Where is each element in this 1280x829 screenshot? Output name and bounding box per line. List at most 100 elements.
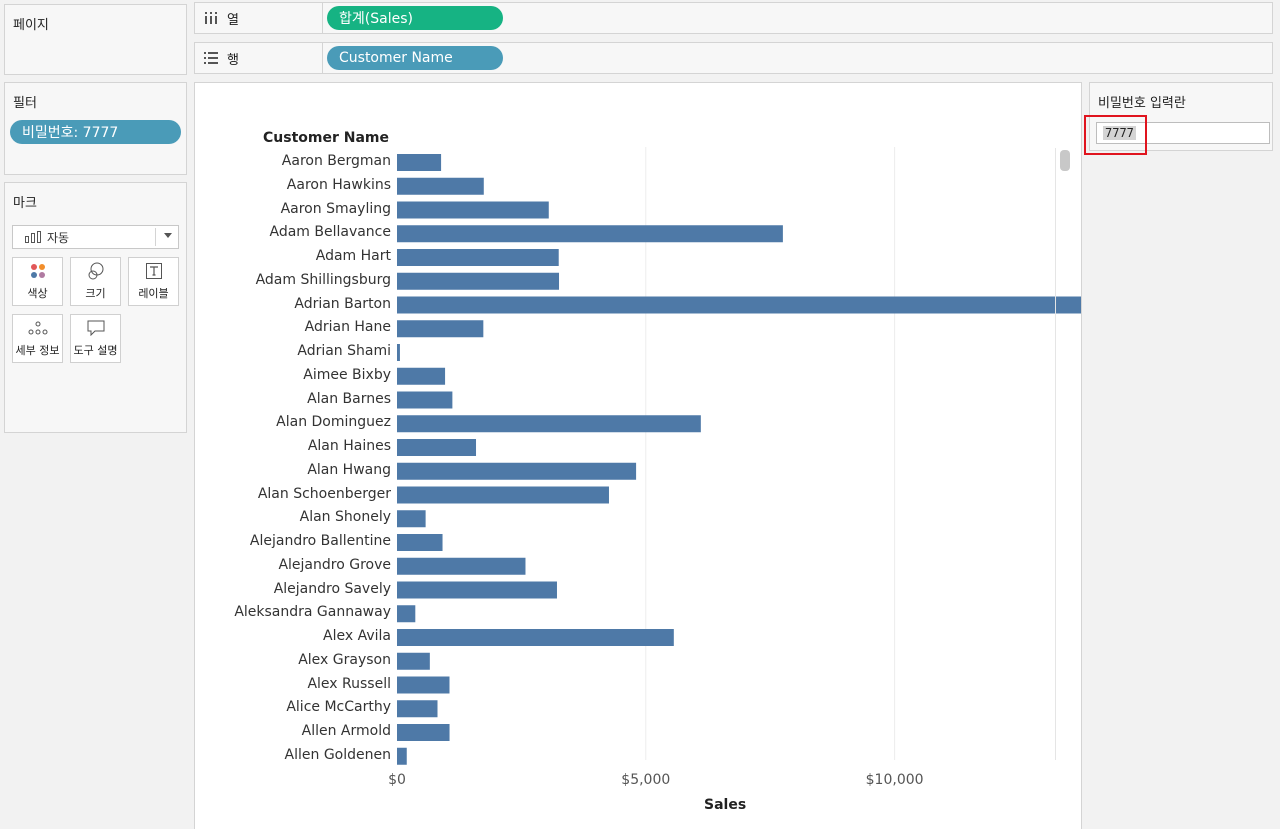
bar[interactable]: [397, 201, 549, 219]
row-label[interactable]: Adam Bellavance: [269, 224, 391, 241]
rows-shelf-label: 행: [195, 43, 323, 73]
row-label[interactable]: Allen Goldenen: [284, 746, 391, 763]
bar[interactable]: [397, 344, 400, 361]
x-tick-label: $10,000: [866, 772, 924, 788]
highlight-annotation-box: [1084, 115, 1147, 155]
select-divider: [155, 228, 156, 246]
bar[interactable]: [397, 510, 426, 528]
bar[interactable]: [397, 724, 450, 741]
tooltip-button-label: 도구 설명: [73, 344, 118, 357]
bar[interactable]: [397, 462, 637, 480]
size-circles-icon: [87, 262, 105, 280]
bar[interactable]: [397, 700, 438, 718]
columns-shelf-text: 열: [227, 12, 239, 28]
row-label[interactable]: Aleksandra Gannaway: [234, 604, 391, 621]
row-label[interactable]: Alejandro Grove: [278, 556, 391, 573]
x-tick-label: $5,000: [621, 772, 670, 788]
chevron-down-icon[interactable]: [164, 233, 172, 238]
row-label[interactable]: Alex Russell: [307, 675, 391, 692]
filter-pill-password[interactable]: 비밀번호: 7777: [10, 120, 181, 144]
filters-panel-title: 필터: [13, 96, 37, 111]
rows-icon: [203, 51, 219, 65]
bar[interactable]: [397, 154, 442, 171]
bar[interactable]: [397, 557, 526, 575]
row-label[interactable]: Alan Haines: [307, 438, 391, 454]
filters-panel: 필터 비밀번호: 7777: [4, 82, 187, 175]
bar[interactable]: [397, 534, 443, 551]
row-label[interactable]: Aimee Bixby: [303, 366, 391, 383]
bar[interactable]: [397, 486, 609, 504]
row-label[interactable]: Alan Schoenberger: [257, 485, 391, 502]
columns-icon: [203, 11, 219, 25]
row-label[interactable]: Aaron Bergman: [281, 153, 391, 169]
marks-panel: 마크 자동 색상 크기 레이블 세부 정보 도구 설명: [4, 182, 187, 433]
row-label[interactable]: Aaron Smayling: [280, 200, 391, 217]
bar[interactable]: [397, 605, 416, 623]
bar-chart: $0$5,000$10,000$15,000$20,000$25,000: [388, 147, 1081, 788]
bar[interactable]: [397, 747, 407, 765]
marks-panel-title: 마크: [13, 196, 37, 211]
bar[interactable]: [397, 320, 484, 338]
row-label[interactable]: Alice McCarthy: [286, 699, 391, 716]
label-button-label: 레이블: [138, 287, 169, 300]
rows-pill-customer-name[interactable]: Customer Name: [327, 46, 503, 70]
row-label[interactable]: Alex Grayson: [298, 651, 391, 668]
row-label[interactable]: Alejandro Savely: [273, 580, 391, 597]
scrollbar-thumb[interactable]: [1060, 150, 1070, 171]
rows-shelf-text: 행: [227, 52, 239, 68]
bar[interactable]: [397, 225, 783, 243]
bar[interactable]: [397, 177, 484, 195]
row-label[interactable]: Alejandro Ballentine: [249, 533, 391, 549]
pages-panel-title: 페이지: [13, 18, 49, 33]
row-label[interactable]: Alex Avila: [323, 628, 391, 644]
detail-dots-icon: [28, 319, 48, 337]
bar[interactable]: [397, 652, 430, 670]
bar[interactable]: [397, 439, 477, 456]
columns-pill-sales[interactable]: 합계(Sales): [327, 6, 503, 30]
columns-shelf-label: 열: [195, 3, 323, 33]
row-label[interactable]: Adrian Barton: [294, 295, 391, 312]
color-button[interactable]: 색상: [12, 257, 63, 306]
label-T-icon: [145, 262, 162, 280]
row-label[interactable]: Adam Shillingsburg: [255, 271, 391, 288]
row-header: Customer Name: [263, 130, 389, 146]
bar[interactable]: [397, 581, 557, 599]
bar[interactable]: [397, 676, 450, 694]
row-labels: Aaron Bergman Aaron Hawkins Aaron Smayling…: [195, 83, 391, 829]
row-label[interactable]: Adrian Shami: [297, 343, 391, 359]
rows-shelf[interactable]: 행 Customer Name: [194, 42, 1273, 74]
chart-view: Customer Name $0$5,000$10,000$15,000$20,…: [194, 82, 1082, 829]
color-button-label: 색상: [27, 287, 48, 300]
size-button[interactable]: 크기: [70, 257, 121, 306]
row-label[interactable]: Adrian Hane: [304, 319, 391, 336]
detail-button[interactable]: 세부 정보: [12, 314, 63, 363]
tooltip-button[interactable]: 도구 설명: [70, 314, 121, 363]
color-dots-icon: [29, 262, 47, 280]
bar[interactable]: [397, 249, 559, 266]
bar[interactable]: [397, 272, 560, 290]
row-label[interactable]: Adam Hart: [315, 248, 391, 264]
row-label[interactable]: Allen Armold: [301, 723, 391, 739]
bar[interactable]: [397, 629, 674, 646]
size-button-label: 크기: [85, 287, 106, 300]
parameter-title: 비밀번호 입력란: [1098, 96, 1186, 111]
bar[interactable]: [397, 391, 453, 409]
row-label[interactable]: Alan Dominguez: [276, 414, 391, 431]
row-label[interactable]: Alan Barnes: [307, 390, 391, 407]
row-label[interactable]: Alan Shonely: [299, 509, 391, 526]
bar[interactable]: [397, 367, 446, 385]
x-axis-title: Sales: [704, 797, 747, 813]
label-button[interactable]: 레이블: [128, 257, 179, 306]
mark-type-value: 자동: [47, 230, 70, 245]
columns-shelf[interactable]: 열 합계(Sales): [194, 2, 1273, 34]
bar[interactable]: [397, 296, 1081, 314]
row-label[interactable]: Alan Hwang: [307, 461, 391, 478]
vertical-scrollbar[interactable]: [1055, 148, 1067, 760]
password-input[interactable]: 7777: [1096, 122, 1270, 144]
x-tick-label: $0: [388, 772, 406, 788]
mark-type-select[interactable]: 자동: [12, 225, 179, 249]
row-label[interactable]: Aaron Hawkins: [286, 176, 391, 193]
bar[interactable]: [397, 415, 701, 433]
bar-chart-icon: [25, 231, 41, 243]
detail-button-label: 세부 정보: [15, 344, 60, 357]
